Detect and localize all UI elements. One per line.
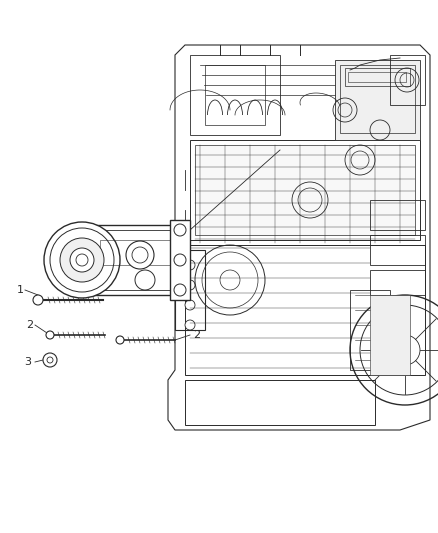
Bar [345, 68, 410, 86]
Circle shape [281, 171, 289, 179]
Bar [195, 145, 415, 235]
Bar [205, 65, 265, 125]
Circle shape [231, 171, 239, 179]
Circle shape [44, 222, 120, 298]
Circle shape [281, 151, 289, 159]
Bar [370, 235, 425, 265]
Bar [350, 290, 390, 370]
Circle shape [306, 191, 314, 199]
Circle shape [331, 191, 339, 199]
Circle shape [306, 151, 314, 159]
Bar [348, 72, 406, 82]
Circle shape [331, 211, 339, 219]
Bar [390, 55, 425, 105]
Circle shape [185, 320, 195, 330]
Bar [370, 200, 425, 230]
Bar [185, 380, 375, 425]
Circle shape [206, 211, 214, 219]
Circle shape [46, 331, 54, 339]
Text: 3: 3 [25, 357, 32, 367]
Circle shape [256, 171, 264, 179]
Circle shape [231, 151, 239, 159]
Circle shape [306, 211, 314, 219]
Circle shape [76, 254, 88, 266]
Bar [340, 65, 415, 133]
Circle shape [220, 270, 240, 290]
Bar [190, 140, 420, 240]
Bar [370, 270, 425, 295]
Circle shape [174, 284, 186, 296]
Circle shape [256, 191, 264, 199]
Circle shape [281, 191, 289, 199]
Circle shape [256, 211, 264, 219]
Circle shape [331, 151, 339, 159]
Bar [175, 250, 205, 330]
Circle shape [116, 336, 124, 344]
Circle shape [174, 254, 186, 266]
Circle shape [281, 211, 289, 219]
Bar [100, 240, 170, 265]
Text: 2: 2 [194, 330, 201, 340]
Bar [190, 55, 280, 135]
Bar [80, 230, 170, 290]
Circle shape [231, 191, 239, 199]
Bar [335, 60, 420, 140]
Circle shape [206, 171, 214, 179]
Text: 2: 2 [26, 320, 34, 330]
Circle shape [306, 171, 314, 179]
Circle shape [126, 241, 154, 269]
Circle shape [60, 238, 104, 282]
Circle shape [390, 335, 420, 365]
Circle shape [185, 280, 195, 290]
Circle shape [331, 171, 339, 179]
Circle shape [43, 353, 57, 367]
Circle shape [256, 151, 264, 159]
Circle shape [185, 300, 195, 310]
Bar [370, 295, 410, 375]
Circle shape [47, 357, 53, 363]
Circle shape [185, 260, 195, 270]
Circle shape [206, 151, 214, 159]
Circle shape [33, 295, 43, 305]
Bar [170, 220, 190, 300]
Circle shape [206, 191, 214, 199]
Circle shape [174, 224, 186, 236]
Bar [185, 245, 425, 375]
Circle shape [231, 211, 239, 219]
Circle shape [135, 270, 155, 290]
Circle shape [70, 248, 94, 272]
Bar [75, 225, 175, 295]
Text: 1: 1 [17, 285, 24, 295]
